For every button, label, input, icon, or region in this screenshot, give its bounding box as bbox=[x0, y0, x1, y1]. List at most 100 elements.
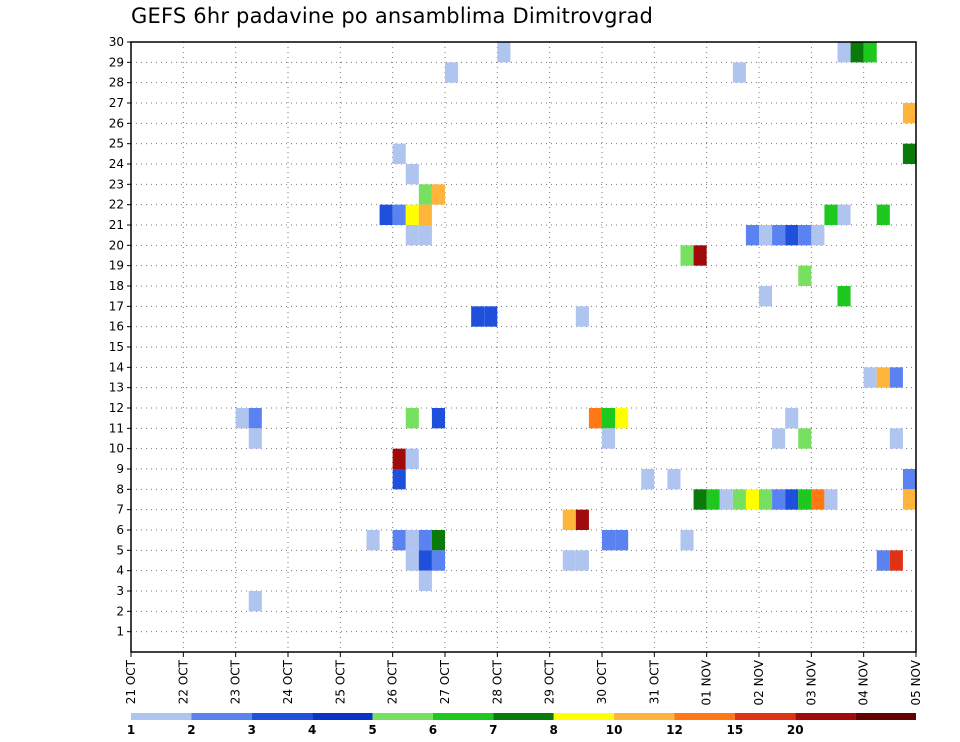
y-tick-label: 16 bbox=[109, 320, 124, 334]
plot-frame bbox=[130, 41, 917, 653]
x-tick-label: 05 NOV bbox=[909, 659, 923, 705]
heatmap-cell bbox=[824, 489, 838, 510]
legend-label: 3 bbox=[248, 723, 256, 737]
heatmap-cell bbox=[889, 428, 903, 449]
heatmap-cell bbox=[693, 245, 707, 266]
heatmap-cell bbox=[405, 550, 419, 571]
heatmap-cell bbox=[615, 530, 629, 551]
x-tick-label: 23 OCT bbox=[229, 659, 243, 704]
y-tick-label: 20 bbox=[109, 238, 124, 252]
y-tick-label: 17 bbox=[109, 299, 124, 313]
heatmap-cell bbox=[588, 408, 602, 429]
y-tick-label: 15 bbox=[109, 340, 124, 354]
y-tick-label: 13 bbox=[109, 381, 124, 395]
heatmap-cell bbox=[418, 570, 432, 591]
x-tick-label: 31 OCT bbox=[647, 659, 661, 704]
heatmap-cell bbox=[902, 469, 916, 490]
heatmap-cell bbox=[431, 550, 445, 571]
heatmap-cell bbox=[248, 591, 262, 612]
heatmap-cell bbox=[798, 265, 812, 286]
heatmap-cell bbox=[902, 143, 916, 164]
chart-title: GEFS 6hr padavine po ansamblima Dimitrov… bbox=[131, 4, 654, 28]
legend-label: 5 bbox=[368, 723, 376, 737]
legend-label: 8 bbox=[550, 723, 558, 737]
legend-swatch bbox=[734, 713, 796, 720]
heatmap-cell bbox=[602, 530, 616, 551]
heatmap-cell bbox=[719, 489, 733, 510]
x-tick-label: 25 OCT bbox=[333, 659, 347, 704]
heatmap-cell bbox=[811, 225, 825, 246]
heatmap-cell bbox=[418, 225, 432, 246]
heatmap-cell bbox=[405, 408, 419, 429]
heatmap-cell bbox=[876, 550, 890, 571]
heatmap-cell bbox=[745, 489, 759, 510]
y-tick-label: 25 bbox=[109, 137, 124, 151]
x-tick-label: 24 OCT bbox=[281, 659, 295, 704]
heatmap-cell bbox=[235, 408, 249, 429]
heatmap-cell bbox=[562, 550, 576, 571]
heatmap-cell bbox=[602, 428, 616, 449]
heatmap-cell bbox=[641, 469, 655, 490]
heatmap-cell bbox=[431, 184, 445, 205]
legend-swatch bbox=[372, 713, 433, 720]
y-tick-label: 2 bbox=[116, 604, 124, 618]
y-tick-label: 27 bbox=[109, 96, 124, 110]
heatmap-cell bbox=[772, 489, 786, 510]
heatmap-cell bbox=[863, 367, 877, 388]
heatmap-cell bbox=[248, 408, 262, 429]
heatmap-cell bbox=[445, 62, 459, 83]
heatmap-cell bbox=[497, 42, 511, 63]
y-tick-label: 7 bbox=[116, 503, 124, 517]
heatmap-cell bbox=[405, 164, 419, 185]
heatmap-cell bbox=[732, 62, 746, 83]
y-tick-label: 19 bbox=[109, 259, 124, 273]
y-tick-label: 22 bbox=[109, 198, 124, 212]
heatmap-cell bbox=[680, 530, 694, 551]
legend-label: 4 bbox=[308, 723, 316, 737]
heatmap-cell bbox=[418, 204, 432, 225]
y-tick-label: 14 bbox=[109, 360, 124, 374]
heatmap-cell bbox=[811, 489, 825, 510]
legend-swatch bbox=[493, 713, 554, 720]
heatmap-cell bbox=[889, 367, 903, 388]
legend-swatch bbox=[795, 713, 856, 720]
heatmap-cell bbox=[667, 469, 681, 490]
x-tick-label: 30 OCT bbox=[595, 659, 609, 704]
heatmap-cell bbox=[431, 530, 445, 551]
heatmap-cell bbox=[863, 42, 877, 63]
x-tick-label: 28 OCT bbox=[490, 659, 504, 704]
heatmap-cell bbox=[785, 408, 799, 429]
y-tick-label: 8 bbox=[116, 482, 124, 496]
y-tick-label: 18 bbox=[109, 279, 124, 293]
heatmap-cell bbox=[772, 428, 786, 449]
y-tick-label: 5 bbox=[116, 543, 124, 557]
y-tick-label: 24 bbox=[109, 157, 124, 171]
x-tick-labels: 21 OCT 22 OCT 23 OCT 24 OCT 25 OCT 26 OCT 27 O… bbox=[124, 652, 923, 706]
x-tick-label: 02 NOV bbox=[752, 659, 766, 705]
x-tick-label: 21 OCT bbox=[124, 659, 138, 704]
y-tick-label: 28 bbox=[109, 76, 124, 90]
x-tick-label: 29 OCT bbox=[543, 659, 557, 704]
legend-label: 6 bbox=[429, 723, 437, 737]
heatmap-cell bbox=[405, 530, 419, 551]
legend-label: 12 bbox=[666, 723, 683, 737]
heatmap-cell bbox=[902, 489, 916, 510]
heatmap-cell bbox=[418, 550, 432, 571]
heatmap-cell bbox=[392, 143, 406, 164]
heatmap-cell bbox=[798, 428, 812, 449]
heatmap-cell bbox=[575, 509, 589, 530]
heatmap-cell bbox=[484, 306, 498, 327]
y-tick-label: 11 bbox=[109, 421, 124, 435]
heatmap-cell bbox=[379, 204, 393, 225]
heatmap-cell bbox=[902, 103, 916, 124]
legend-label: 2 bbox=[187, 723, 195, 737]
y-tick-label: 30 bbox=[109, 35, 124, 49]
y-tick-label: 21 bbox=[109, 218, 124, 232]
legend-swatch bbox=[131, 713, 192, 720]
y-tick-label: 12 bbox=[109, 401, 124, 415]
heatmap-cell bbox=[471, 306, 485, 327]
color-legend: 1 2 3 4 5 6 7 8 10 12 15 20 bbox=[127, 713, 916, 737]
heatmap-cell bbox=[418, 530, 432, 551]
y-tick-label: 29 bbox=[109, 55, 124, 69]
heatmap-cell bbox=[824, 204, 838, 225]
